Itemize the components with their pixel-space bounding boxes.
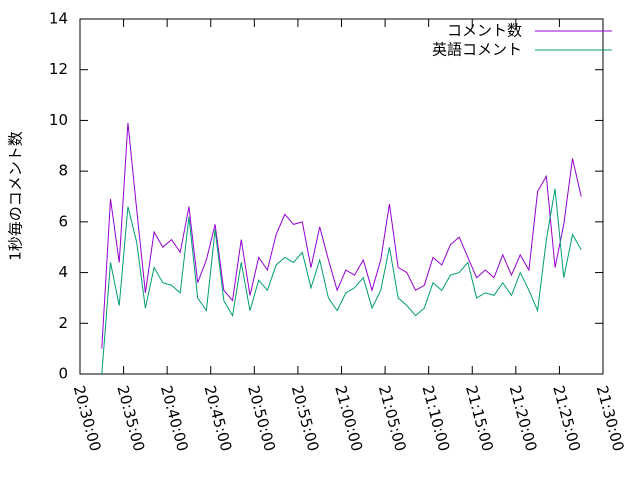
x-tick-label: 21:00:00 xyxy=(331,384,366,454)
y-tick-label: 6 xyxy=(58,212,68,230)
x-tick-label: 20:55:00 xyxy=(288,384,323,454)
x-tick-label: 20:35:00 xyxy=(113,384,148,454)
y-tick-label: 8 xyxy=(58,162,68,180)
y-axis-label: 1秒毎のコメント数 xyxy=(7,131,25,261)
legend-label: コメント数 xyxy=(447,22,522,40)
legend-label: 英語コメント xyxy=(432,41,522,59)
y-tick-label: 0 xyxy=(58,365,68,383)
y-tick-label: 2 xyxy=(58,314,68,332)
y-tick-label: 12 xyxy=(49,60,68,78)
x-tick-label: 21:15:00 xyxy=(462,384,497,454)
series-line xyxy=(101,188,582,375)
y-tick-label: 14 xyxy=(49,10,68,28)
x-tick-label: 21:05:00 xyxy=(375,384,410,454)
series-line xyxy=(101,122,582,349)
x-tick-label: 20:30:00 xyxy=(70,384,105,454)
plot-frame xyxy=(79,18,604,375)
x-tick-label: 20:50:00 xyxy=(244,384,279,454)
x-tick-label: 20:45:00 xyxy=(201,384,236,454)
x-tick-label: 20:40:00 xyxy=(157,384,192,454)
x-tick-label: 21:30:00 xyxy=(593,384,628,454)
y-tick-label: 10 xyxy=(49,111,68,129)
x-tick-label: 21:10:00 xyxy=(418,384,453,454)
x-tick-label: 21:25:00 xyxy=(549,384,584,454)
y-tick-label: 4 xyxy=(58,263,68,281)
x-tick-label: 21:20:00 xyxy=(506,384,541,454)
